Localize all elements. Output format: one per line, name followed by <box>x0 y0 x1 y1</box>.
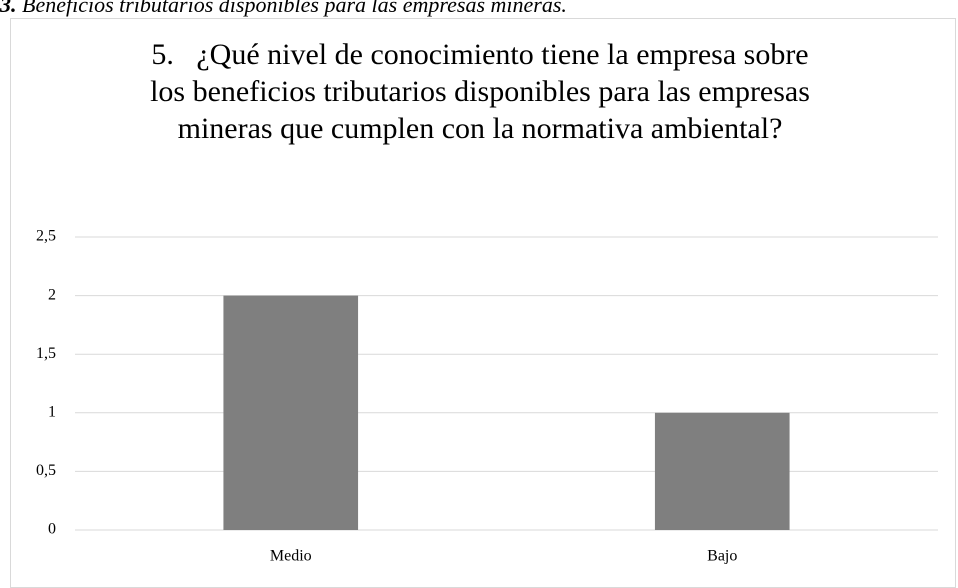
x-tick-label: Medio <box>270 548 312 565</box>
y-tick-label: 2 <box>48 286 56 303</box>
y-tick-label: 2,5 <box>36 228 56 245</box>
bar <box>223 295 359 530</box>
caption-text: Beneficios tributarios disponibles para … <box>22 0 567 17</box>
y-tick-label: 1 <box>48 403 56 420</box>
caption: 3. Beneficios tributarios disponibles pa… <box>0 0 567 18</box>
chart-title: 5. ¿Qué nivel de conocimiento tiene la e… <box>150 38 810 145</box>
y-tick-label: 0,5 <box>36 462 56 479</box>
y-tick-label: 1,5 <box>36 345 56 362</box>
bar <box>654 412 790 530</box>
y-tick-label: 0 <box>48 521 56 538</box>
x-tick-label: Bajo <box>707 548 737 565</box>
caption-number: 3. <box>0 0 17 17</box>
